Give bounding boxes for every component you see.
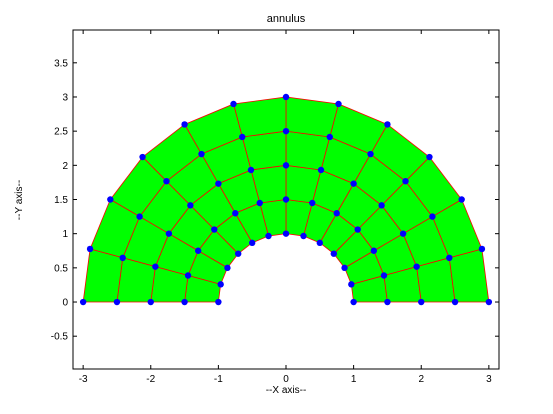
x-tick-label: -3 [79, 374, 88, 385]
mesh-node [418, 299, 424, 305]
mesh-node [235, 250, 241, 256]
mesh-node [166, 230, 172, 236]
mesh-node [195, 248, 201, 254]
mesh-node [257, 200, 263, 206]
x-tick-label: 3 [486, 374, 492, 385]
chart-title: annulus [267, 13, 306, 25]
y-tick-label: 1 [62, 229, 68, 240]
x-tick-label: 1 [351, 374, 357, 385]
mesh-node [317, 240, 323, 246]
mesh-node [341, 265, 347, 271]
mesh-node [426, 154, 432, 160]
mesh-node [400, 230, 406, 236]
mesh-node [114, 299, 120, 305]
x-axis-label: --X axis-- [266, 385, 307, 396]
mesh-node [181, 299, 187, 305]
mesh-node [283, 162, 289, 168]
mesh-node [107, 196, 113, 202]
mesh-node [309, 200, 315, 206]
mesh-node [452, 299, 458, 305]
mesh-node [248, 167, 254, 173]
mesh-node [148, 299, 154, 305]
mesh-node [348, 281, 354, 287]
mesh-node [384, 121, 390, 127]
mesh-node [318, 167, 324, 173]
mesh-node [136, 213, 142, 219]
y-tick-label: 2.5 [54, 127, 68, 138]
mesh-node [181, 121, 187, 127]
mesh-node [224, 265, 230, 271]
mesh-node [335, 101, 341, 107]
mesh-node [429, 213, 435, 219]
mesh-node [185, 272, 191, 278]
mesh-node [217, 281, 223, 287]
mesh-element [449, 249, 489, 302]
mesh-element [286, 97, 339, 137]
x-tick-label: 2 [418, 374, 424, 385]
mesh-node [87, 246, 93, 252]
mesh-node [334, 210, 340, 216]
y-tick-label: 3.5 [54, 58, 68, 69]
mesh-node [486, 299, 492, 305]
mesh-node [265, 233, 271, 239]
mesh-node [458, 196, 464, 202]
mesh-node [479, 246, 485, 252]
mesh-node [249, 240, 255, 246]
mesh-node [283, 196, 289, 202]
x-tick-label: -2 [146, 374, 155, 385]
mesh-node [198, 151, 204, 157]
y-tick-label: 2 [62, 161, 68, 172]
y-tick-label: -0.5 [51, 332, 69, 343]
y-tick-label: 1.5 [54, 195, 68, 206]
x-tick-label: -1 [214, 374, 223, 385]
mesh-node [331, 250, 337, 256]
mesh-node [283, 128, 289, 134]
mesh-node [381, 272, 387, 278]
mesh-node [230, 101, 236, 107]
mesh-node [355, 226, 361, 232]
mesh-node [350, 180, 356, 186]
mesh-node [384, 299, 390, 305]
mesh-node [211, 226, 217, 232]
mesh-node [215, 299, 221, 305]
mesh-node [215, 180, 221, 186]
mesh-element [83, 249, 123, 302]
mesh-node [327, 134, 333, 140]
mesh-node [300, 233, 306, 239]
y-tick-label: 0.5 [54, 263, 68, 274]
y-tick-label: 0 [62, 298, 68, 309]
mesh-node [232, 210, 238, 216]
mesh-node [371, 248, 377, 254]
mesh-node [80, 299, 86, 305]
mesh-node [350, 299, 356, 305]
mesh-element [234, 97, 287, 137]
x-tick-label: 0 [283, 374, 289, 385]
mesh-node [239, 134, 245, 140]
mesh-node [139, 154, 145, 160]
mesh-node [152, 263, 158, 269]
mesh-node [283, 230, 289, 236]
mesh-node [413, 263, 419, 269]
mesh-node [283, 94, 289, 100]
mesh-node [367, 151, 373, 157]
y-tick-label: 3 [62, 92, 68, 103]
mesh-node [402, 178, 408, 184]
mesh-node [120, 255, 126, 261]
mesh-node [187, 202, 193, 208]
y-axis-label: --Y axis-- [14, 180, 25, 220]
mesh-node [446, 255, 452, 261]
mesh-node [378, 202, 384, 208]
mesh-node [163, 178, 169, 184]
